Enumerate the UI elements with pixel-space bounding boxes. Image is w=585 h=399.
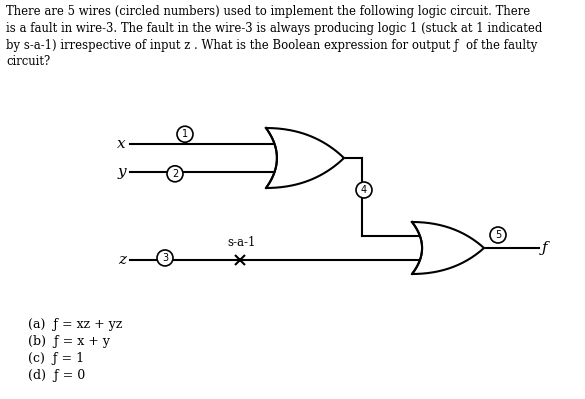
Text: 4: 4 xyxy=(361,185,367,195)
Circle shape xyxy=(356,182,372,198)
Text: ƒ: ƒ xyxy=(542,241,548,255)
Circle shape xyxy=(177,126,193,142)
Text: s-a-1: s-a-1 xyxy=(228,236,256,249)
Text: 1: 1 xyxy=(182,129,188,139)
Text: 5: 5 xyxy=(495,230,501,240)
Polygon shape xyxy=(266,128,344,188)
Text: z: z xyxy=(118,253,126,267)
Text: x: x xyxy=(118,137,126,151)
Text: y: y xyxy=(118,165,126,179)
Polygon shape xyxy=(412,222,484,274)
Text: 3: 3 xyxy=(162,253,168,263)
Text: (a)  ƒ = xz + yz: (a) ƒ = xz + yz xyxy=(28,318,122,331)
Circle shape xyxy=(167,166,183,182)
Circle shape xyxy=(157,250,173,266)
Circle shape xyxy=(490,227,506,243)
Text: (c)  ƒ = 1: (c) ƒ = 1 xyxy=(28,352,84,365)
Text: 2: 2 xyxy=(172,169,178,179)
Text: There are 5 wires (circled numbers) used to implement the following logic circui: There are 5 wires (circled numbers) used… xyxy=(6,5,542,68)
Text: (d)  ƒ = 0: (d) ƒ = 0 xyxy=(28,369,85,382)
Text: (b)  ƒ = x + y: (b) ƒ = x + y xyxy=(28,335,110,348)
